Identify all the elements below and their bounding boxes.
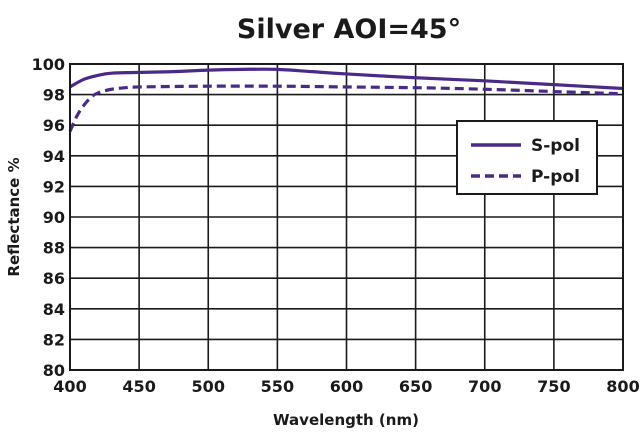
x-tick-label: 800 <box>606 377 639 396</box>
x-tick-label: 650 <box>399 377 432 396</box>
x-tick-label: 750 <box>537 377 570 396</box>
data-series <box>68 67 624 132</box>
legend-box <box>456 120 598 195</box>
series-line-p-pol <box>68 84 624 132</box>
series-line-s-pol <box>69 67 624 91</box>
legend-label-p-pol: P-pol <box>531 167 580 187</box>
y-tick-label: 100 <box>32 55 65 74</box>
y-axis-label: Reflectance % <box>5 157 23 276</box>
y-tick-label: 86 <box>43 269 65 288</box>
x-tick-label: 400 <box>53 377 86 396</box>
x-tick-labels: 400 450 500 550 600 650 700 750 800 <box>53 377 639 396</box>
x-tick-label: 500 <box>192 377 225 396</box>
y-tick-label: 90 <box>43 208 65 227</box>
x-tick-label: 700 <box>468 377 501 396</box>
x-axis-label: Wavelength (nm) <box>273 411 419 429</box>
y-tick-labels: 80 82 84 86 88 90 92 94 96 98 100 <box>32 55 65 380</box>
x-tick-label: 600 <box>330 377 363 396</box>
chart-title: Silver AOI=45° <box>237 14 461 45</box>
y-tick-label: 82 <box>43 330 65 349</box>
y-tick-label: 92 <box>43 177 65 196</box>
y-tick-label: 96 <box>43 116 65 135</box>
x-tick-label: 550 <box>261 377 294 396</box>
grid <box>69 63 624 371</box>
y-tick-label: 80 <box>43 361 65 380</box>
legend-label-s-pol: S-pol <box>531 136 580 156</box>
plot-frame <box>69 63 624 371</box>
y-tick-label: 94 <box>43 147 65 166</box>
y-tick-label: 84 <box>43 300 65 319</box>
y-tick-label: 88 <box>43 239 65 258</box>
legend: S-pol P-pol <box>456 120 598 195</box>
x-tick-label: 450 <box>122 377 155 396</box>
y-tick-label: 98 <box>43 86 65 105</box>
